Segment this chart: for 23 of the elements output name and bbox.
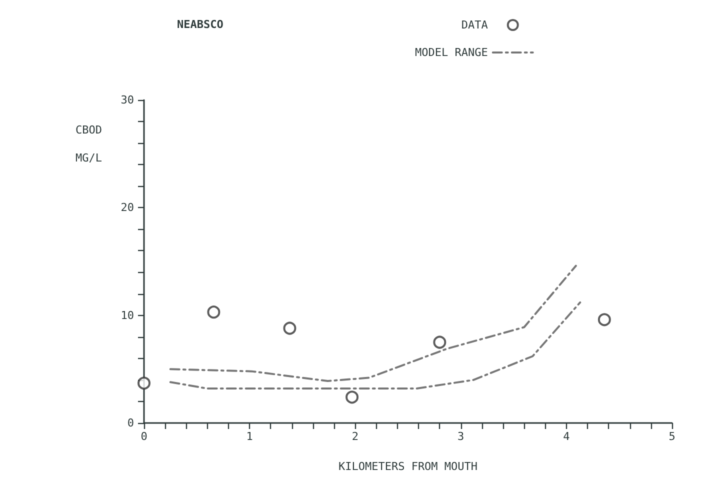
- y-tick-label: 0: [127, 416, 134, 430]
- x-tick-label: 3: [457, 430, 464, 443]
- point: [598, 313, 611, 326]
- line-series: [169, 301, 582, 390]
- y-tick-label: 10: [120, 308, 134, 322]
- line-series: [169, 264, 577, 382]
- x-tick-label: 1: [246, 430, 253, 443]
- legend-label: MODEL RANGE: [414, 46, 488, 59]
- chart-title: NEABSCO: [177, 18, 224, 31]
- x-tick-label: 2: [352, 430, 359, 443]
- x-tick-label: 5: [668, 430, 676, 443]
- text: CBOD MG/L: [76, 124, 102, 164]
- y-tick-label: 20: [120, 201, 134, 214]
- point: [433, 336, 446, 349]
- point: [346, 390, 359, 404]
- y-tick-label: 30: [120, 94, 134, 106]
- legend-label: DATA: [461, 18, 488, 32]
- point: [283, 322, 296, 335]
- x-axis-title: KILOMETERS FROM MOUTH: [338, 460, 478, 473]
- point: [207, 306, 220, 319]
- x-tick-label: 0: [140, 430, 148, 443]
- x-tick-label: 4: [563, 430, 570, 443]
- point: [138, 376, 150, 390]
